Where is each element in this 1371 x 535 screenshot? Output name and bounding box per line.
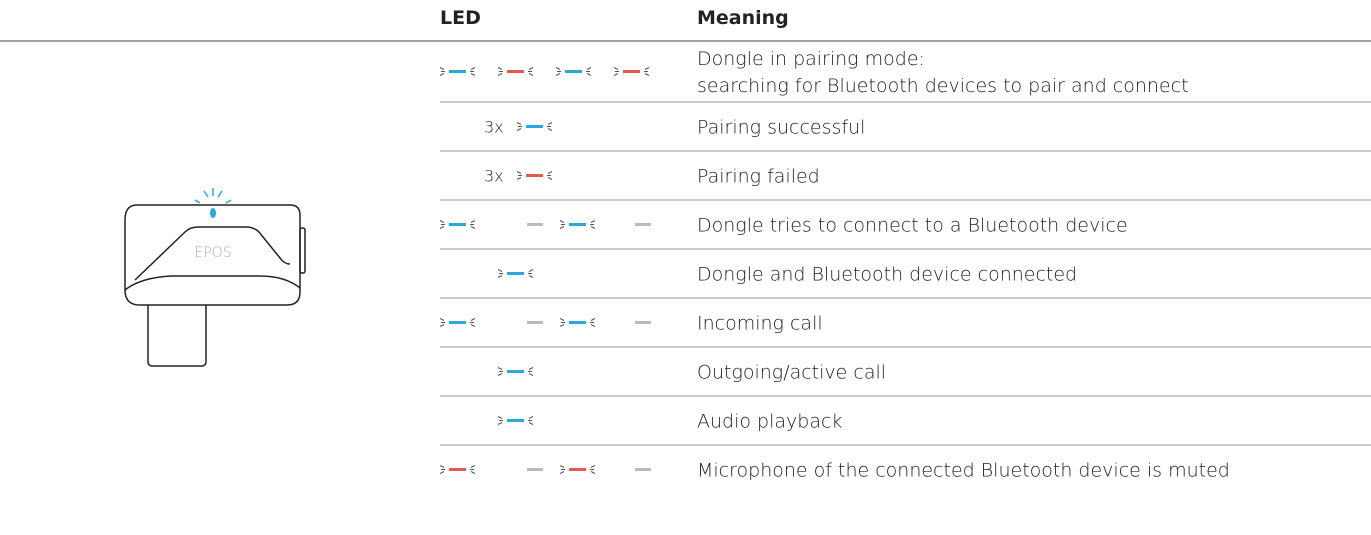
led-icon (559, 318, 596, 327)
led-rays (470, 318, 476, 327)
header-meaning: Meaning (697, 7, 789, 29)
led-rays (439, 220, 445, 229)
led-rays (516, 122, 522, 131)
led-icon (559, 465, 596, 474)
meaning-text: Incoming call (697, 313, 823, 335)
led-rays (470, 67, 476, 76)
led-icon (439, 220, 476, 229)
led-rays (528, 416, 534, 425)
led-rays (547, 171, 553, 180)
meaning-text: Pairing failed (697, 166, 820, 188)
meaning-text: Dongle and Bluetooth device connected (697, 264, 1077, 286)
led-icon (439, 67, 476, 76)
led-rays (590, 220, 596, 229)
led-rays (613, 67, 619, 76)
led-icon (439, 318, 476, 327)
led-rays (644, 67, 650, 76)
led-rays (586, 67, 592, 76)
led-icon (497, 367, 534, 376)
led-rays (528, 367, 534, 376)
device-logo: EPOS (194, 245, 231, 261)
led-icon (497, 67, 534, 76)
led-rays (470, 465, 476, 474)
led-rays (559, 220, 565, 229)
led-icon (497, 416, 534, 425)
led-icon (439, 465, 476, 474)
led-icon (613, 67, 650, 76)
led-rays (590, 318, 596, 327)
led-icon (516, 122, 553, 131)
meaning-text: Dongle tries to connect to a Bluetooth d… (697, 215, 1128, 237)
meaning-text: Pairing successful (697, 117, 865, 139)
led-rays (439, 67, 445, 76)
meaning-text: Dongle in pairing mode: (697, 48, 925, 70)
led-rays (497, 367, 503, 376)
header-led: LED (440, 7, 481, 29)
led-icon (497, 269, 534, 278)
led-rays (528, 269, 534, 278)
led-rays (439, 465, 445, 474)
led-rays (559, 318, 565, 327)
led-rays (555, 67, 561, 76)
led-rays (497, 416, 503, 425)
led-rays (547, 122, 553, 131)
led-count: 3x (484, 118, 504, 137)
led-icon (559, 220, 596, 229)
led-rays (497, 269, 503, 278)
meaning-text: searching for Bluetooth devices to pair … (697, 75, 1189, 97)
led-count: 3x (484, 167, 504, 186)
led-rays (439, 318, 445, 327)
meaning-text: Outgoing/active call (697, 362, 886, 384)
led-rays (470, 220, 476, 229)
meaning-text: Audio playback (697, 411, 842, 433)
led-rays (497, 67, 503, 76)
led-rays (528, 67, 534, 76)
meaning-text: Microphone of the connected Bluetooth de… (697, 460, 1230, 482)
led-rays (516, 171, 522, 180)
led-icon (516, 171, 553, 180)
led-rays (559, 465, 565, 474)
led-icon (555, 67, 592, 76)
device-illustration (124, 188, 306, 367)
led-rays (590, 465, 596, 474)
